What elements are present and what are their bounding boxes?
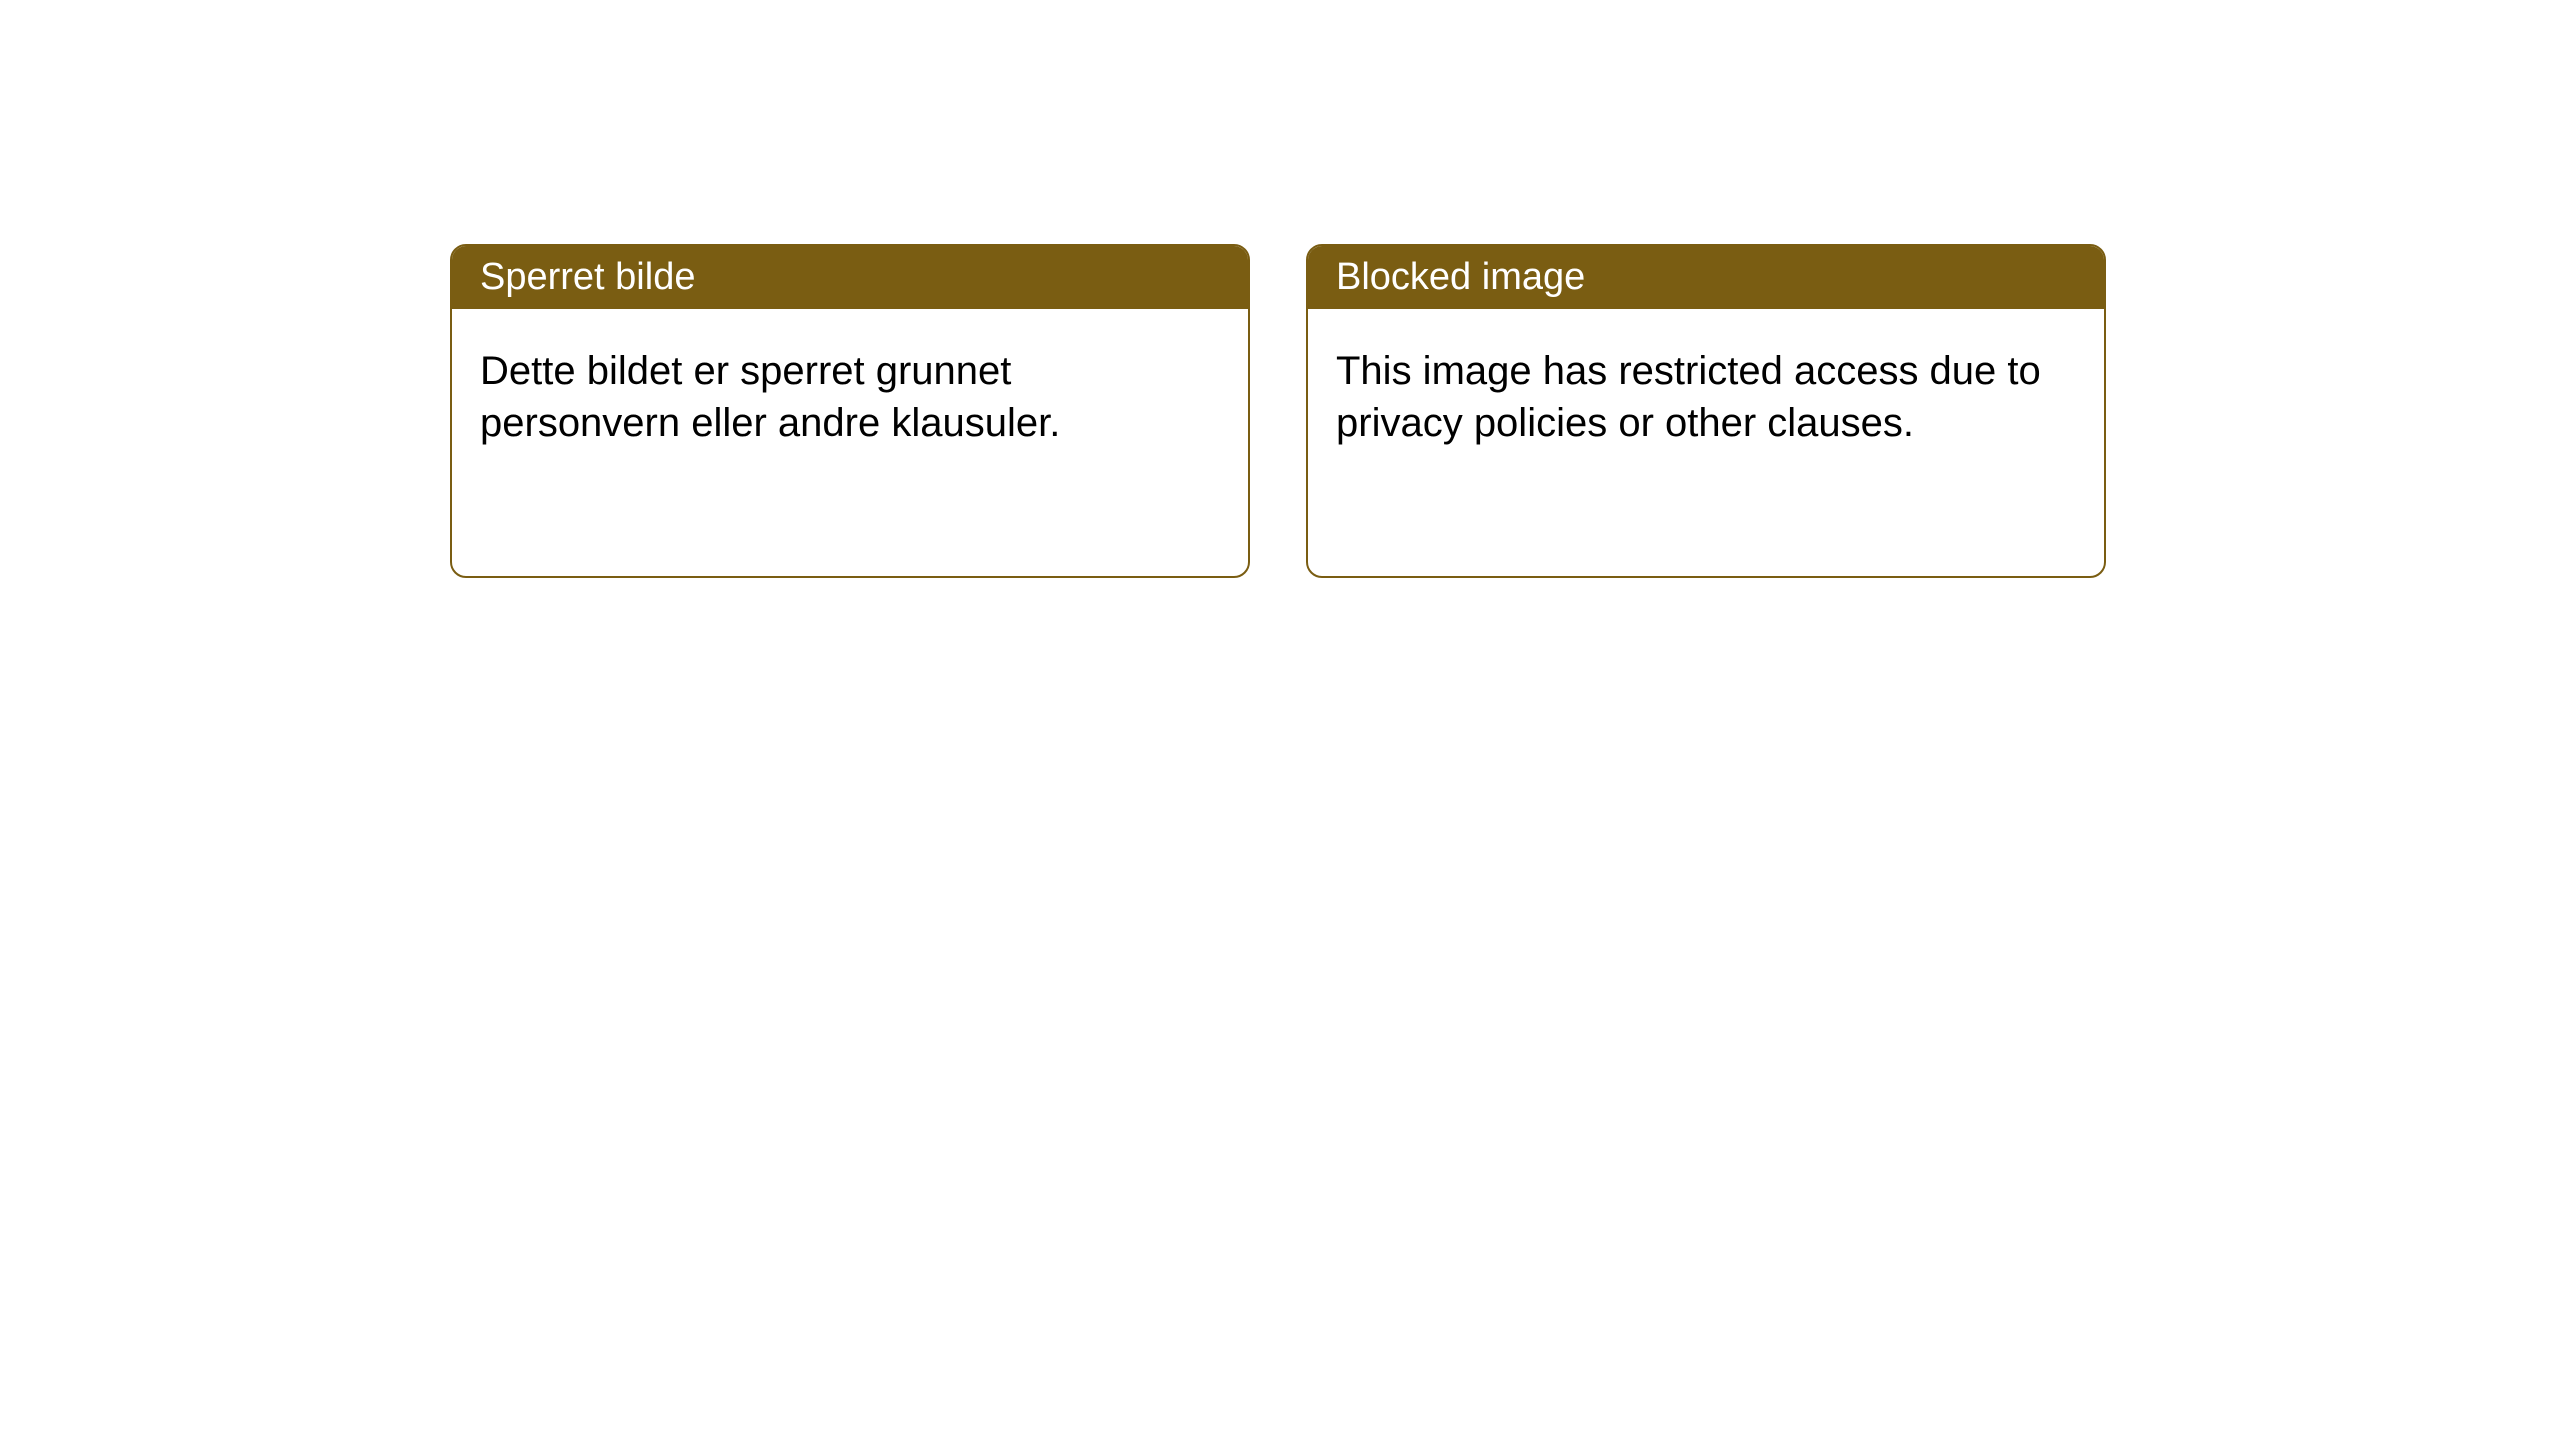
card-title: Blocked image — [1336, 256, 1585, 298]
card-header: Sperret bilde — [452, 246, 1248, 309]
notice-card-english: Blocked image This image has restricted … — [1306, 244, 2106, 578]
card-body: This image has restricted access due to … — [1308, 309, 2104, 485]
card-body-text: This image has restricted access due to … — [1336, 349, 2041, 445]
card-body-text: Dette bildet er sperret grunnet personve… — [480, 349, 1060, 445]
card-header: Blocked image — [1308, 246, 2104, 309]
card-title: Sperret bilde — [480, 256, 695, 298]
card-body: Dette bildet er sperret grunnet personve… — [452, 309, 1248, 485]
notice-card-norwegian: Sperret bilde Dette bildet er sperret gr… — [450, 244, 1250, 578]
notice-container: Sperret bilde Dette bildet er sperret gr… — [0, 0, 2560, 578]
